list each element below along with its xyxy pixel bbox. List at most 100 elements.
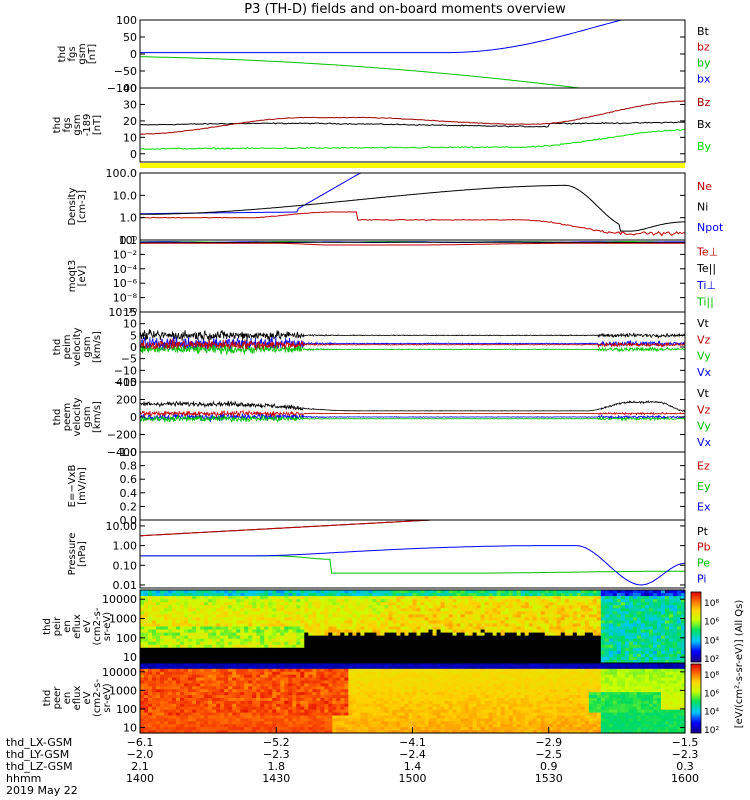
spectrogram-cell bbox=[440, 599, 446, 603]
spectrogram-cell bbox=[360, 706, 366, 711]
spectrogram-cell bbox=[192, 632, 197, 637]
spectrogram-cell bbox=[184, 709, 189, 714]
spectrogram-cell bbox=[328, 593, 333, 597]
spectrogram-cell bbox=[328, 635, 333, 640]
spectrogram-cell bbox=[620, 659, 626, 664]
spectrogram-cell bbox=[268, 665, 273, 670]
spectrogram-cell bbox=[356, 712, 362, 717]
spectrogram-cell bbox=[244, 596, 249, 600]
spectrogram-cell bbox=[264, 686, 269, 690]
spectrogram-cell bbox=[272, 730, 277, 734]
spectrogram-cell bbox=[360, 620, 366, 625]
spectrogram-cell bbox=[332, 593, 337, 597]
spectrogram-cell bbox=[576, 629, 582, 634]
spectrogram-cell bbox=[604, 644, 610, 649]
spectrogram-cell bbox=[476, 635, 482, 640]
spectrogram-cell bbox=[620, 647, 626, 652]
spectrogram-cell bbox=[164, 718, 169, 722]
spectrogram-cell bbox=[328, 596, 333, 600]
spectrogram-cell bbox=[224, 647, 229, 652]
spectrogram-cell bbox=[444, 614, 450, 618]
spectrogram-cell bbox=[460, 641, 466, 646]
spectrogram-cell bbox=[596, 620, 602, 625]
spectrogram-cell bbox=[496, 626, 502, 631]
spectrogram-cell bbox=[144, 686, 149, 690]
spectrogram-cell bbox=[596, 611, 602, 615]
spectrogram-cell bbox=[272, 689, 277, 693]
spectrogram-cell bbox=[156, 700, 161, 705]
spectrogram-cell bbox=[232, 695, 237, 699]
spectrogram-cell bbox=[624, 593, 630, 597]
spectrogram-cell bbox=[572, 635, 578, 640]
spectrogram-cell bbox=[360, 730, 366, 734]
spectrogram-cell bbox=[568, 659, 574, 664]
spectrogram-cell bbox=[192, 629, 197, 634]
spectrogram-cell bbox=[304, 668, 309, 673]
spectrogram-cell bbox=[576, 626, 582, 631]
spectrogram-cell bbox=[420, 623, 426, 628]
spectrogram-cell bbox=[500, 596, 506, 600]
spectrogram-cell bbox=[624, 644, 630, 649]
spectrogram-cell bbox=[248, 611, 253, 615]
spectrogram-cell bbox=[288, 641, 293, 646]
spectrogram-cell bbox=[520, 599, 526, 603]
spectrogram-cell bbox=[624, 647, 630, 652]
spectrogram-cell bbox=[668, 599, 674, 603]
spectrogram-cell bbox=[448, 641, 454, 646]
spectrogram-cell bbox=[656, 623, 662, 628]
spectrogram-cell bbox=[320, 629, 325, 634]
spectrogram-cell bbox=[212, 677, 217, 682]
spectrogram-cell bbox=[500, 605, 506, 609]
spectrogram-cell bbox=[424, 626, 430, 631]
spectrogram-cell bbox=[172, 647, 177, 652]
spectrogram-cell bbox=[236, 689, 241, 693]
spectrogram-cell bbox=[392, 626, 398, 631]
spectrogram-cell bbox=[244, 653, 249, 658]
spectrogram-cell bbox=[596, 590, 602, 594]
spectrogram-cell bbox=[260, 650, 265, 655]
spectrogram-cell bbox=[412, 644, 418, 649]
spectrogram-cell bbox=[332, 671, 337, 676]
spectrogram-cell bbox=[516, 596, 522, 600]
spectrogram-cell bbox=[304, 718, 309, 722]
spectrogram-cell bbox=[444, 593, 450, 597]
spectrogram-cell bbox=[552, 656, 558, 661]
spectrogram-cell bbox=[288, 656, 293, 661]
spectrogram-cell bbox=[320, 614, 325, 618]
spectrogram-cell bbox=[296, 703, 301, 708]
spectrogram-cell bbox=[256, 632, 261, 637]
spectrogram-cell bbox=[548, 659, 554, 664]
spectrogram-cell bbox=[380, 721, 386, 725]
series-line-Vz bbox=[139, 338, 686, 351]
spectrogram-cell bbox=[300, 632, 305, 637]
spectrogram-cell bbox=[512, 590, 518, 594]
spectrogram-cell bbox=[340, 617, 345, 622]
spectrogram-cell bbox=[372, 608, 378, 612]
spectrogram-cell bbox=[348, 689, 353, 693]
spectrogram-cell bbox=[184, 698, 189, 702]
spectrogram-cell bbox=[360, 641, 366, 646]
spectrogram-cell bbox=[200, 721, 205, 725]
spectrogram-cell bbox=[148, 683, 153, 687]
spectrogram-cell bbox=[140, 596, 145, 600]
spectrogram-cell bbox=[256, 671, 261, 676]
spectrogram-cell bbox=[572, 656, 578, 661]
spectrogram-cell bbox=[216, 718, 221, 722]
spectrogram-cell bbox=[676, 656, 682, 661]
spectrogram-cell bbox=[244, 715, 249, 720]
spectrogram-cell bbox=[332, 626, 337, 631]
spectrogram-cell bbox=[312, 700, 317, 705]
spectrogram-cell bbox=[680, 641, 686, 646]
spectrogram-cell bbox=[460, 611, 466, 615]
spectrogram-cell bbox=[436, 626, 442, 631]
spectrogram-cell bbox=[584, 608, 590, 612]
spectrogram-cell bbox=[284, 671, 289, 676]
spectrogram-cell bbox=[176, 671, 181, 676]
spectrogram-cell bbox=[284, 632, 289, 637]
spectrogram-cell bbox=[672, 608, 678, 612]
legend-entry: Vt bbox=[697, 387, 710, 400]
spectrogram-cell bbox=[520, 620, 526, 625]
spectrogram-cell bbox=[568, 635, 574, 640]
spectrogram-cell bbox=[224, 668, 229, 673]
